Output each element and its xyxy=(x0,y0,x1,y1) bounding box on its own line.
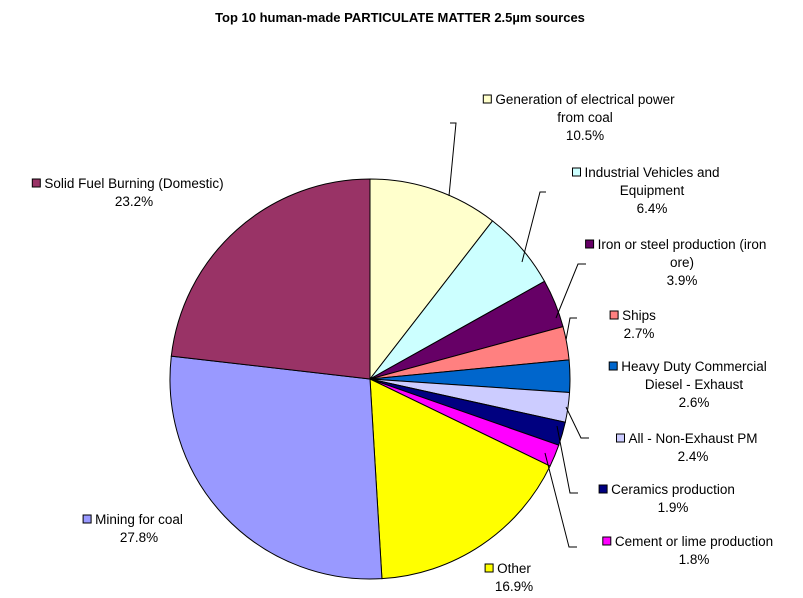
pie-slices xyxy=(169,178,571,580)
slice-label-name-9: Mining for coal xyxy=(95,512,183,527)
slice-label-9: Mining for coal 27.8% xyxy=(82,512,183,545)
leader-line-6 xyxy=(556,425,578,494)
slice-label-4: Heavy Duty Commercial Diesel - Exhaust 2.6… xyxy=(608,359,767,410)
slice-label-line-1: Equipment xyxy=(620,183,685,198)
slice-value-4: 2.6% xyxy=(679,395,710,410)
legend-swatch-6 xyxy=(598,484,608,494)
slice-label-0: Generation of electrical power from coal 1… xyxy=(482,92,675,143)
leader-lines xyxy=(448,122,589,548)
legend-swatch-2 xyxy=(585,239,595,249)
slice-label-8: Other 16.9% xyxy=(484,561,533,594)
slice-value-2: 3.9% xyxy=(667,273,698,288)
slice-label-name-4: Heavy Duty Commercial xyxy=(621,359,767,374)
slice-label-10: Solid Fuel Burning (Domestic) 23.2% xyxy=(31,176,224,209)
slice-label-line-2: ore) xyxy=(670,255,694,270)
slice-value-7: 1.8% xyxy=(679,552,710,567)
slice-value-8: 16.9% xyxy=(495,579,533,594)
leader-line-7 xyxy=(544,452,577,548)
leader-line-2 xyxy=(555,263,586,319)
slice-label-name-10: Solid Fuel Burning (Domestic) xyxy=(44,176,223,191)
legend-swatch-9 xyxy=(82,514,92,524)
slice-value-1: 6.4% xyxy=(637,201,668,216)
leader-line-0 xyxy=(448,122,457,197)
slice-value-10: 23.2% xyxy=(115,194,153,209)
legend-swatch-5 xyxy=(616,433,625,443)
slice-label-line-4: Diesel - Exhaust xyxy=(645,377,744,392)
legend-swatch-8 xyxy=(484,563,494,573)
slice-labels: Generation of electrical power from coal 1… xyxy=(31,92,773,594)
slice-label-line-0: from coal xyxy=(557,110,613,125)
slice-label-name-6: Ceramics production xyxy=(611,482,735,497)
leader-line-5 xyxy=(565,406,589,439)
slice-label-name-3: Ships xyxy=(622,308,656,323)
slice-value-6: 1.9% xyxy=(658,500,689,515)
slice-label-name-2: Iron or steel production (iron xyxy=(598,237,767,252)
legend-swatch-4 xyxy=(608,361,618,371)
slice-value-3: 2.7% xyxy=(624,326,655,341)
slice-label-5: All - Non-Exhaust PM 2.4% xyxy=(616,431,758,464)
chart-title: Top 10 human-made PARTICULATE MATTER 2.5… xyxy=(215,10,585,25)
legend-swatch-10 xyxy=(31,178,41,188)
slice-value-0: 10.5% xyxy=(566,128,604,143)
legend-swatch-7 xyxy=(602,536,612,546)
slice-label-2: Iron or steel production (iron ore) 3.9% xyxy=(585,237,767,288)
slice-label-name-0: Generation of electrical power xyxy=(495,92,675,107)
legend-swatch-1 xyxy=(572,167,581,177)
pie-slice-0 xyxy=(369,178,494,381)
slice-label-name-5: All - Non-Exhaust PM xyxy=(628,431,757,446)
pie-slice-8 xyxy=(369,378,551,580)
pie-slice-9 xyxy=(169,355,383,580)
slice-label-name-1: Industrial Vehicles and xyxy=(584,165,719,180)
slice-label-6: Ceramics production 1.9% xyxy=(598,482,735,515)
legend-swatch-3 xyxy=(609,310,619,320)
leader-line-3 xyxy=(565,317,577,341)
leader-line-1 xyxy=(521,191,546,263)
legend-swatch-0 xyxy=(482,94,492,104)
slice-label-name-7: Cement or lime production xyxy=(615,534,773,549)
slice-label-3: Ships 2.7% xyxy=(609,308,656,341)
pie-slice-10 xyxy=(170,178,371,380)
slice-label-name-8: Other xyxy=(497,561,531,576)
slice-value-5: 2.4% xyxy=(678,449,709,464)
slice-label-7: Cement or lime production 1.8% xyxy=(602,534,773,567)
slice-value-9: 27.8% xyxy=(120,530,158,545)
slice-label-1: Industrial Vehicles and Equipment 6.4% xyxy=(572,165,720,216)
